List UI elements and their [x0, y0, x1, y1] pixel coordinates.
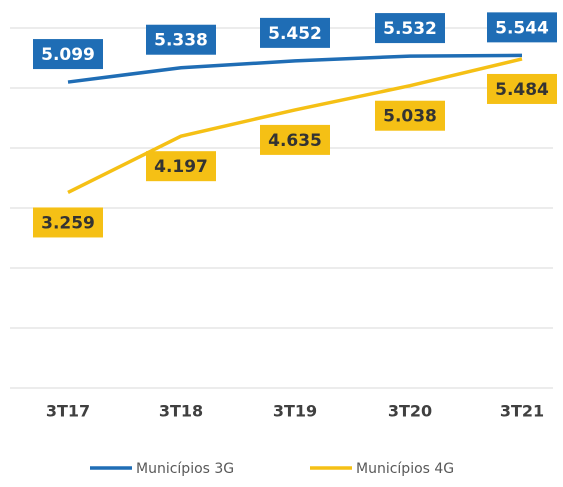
legend-label: Municípios 4G — [356, 461, 454, 477]
value-label: 5.038 — [383, 107, 437, 127]
value-label-box — [375, 13, 445, 44]
value-label: 3.259 — [41, 213, 95, 233]
value-label-box — [146, 151, 216, 182]
x-tick-label: 3T20 — [388, 402, 432, 421]
legend-label: Municípios 3G — [136, 461, 234, 477]
value-label-box — [260, 124, 330, 155]
value-label-box — [487, 73, 557, 104]
x-tick-label: 3T18 — [159, 402, 203, 421]
value-label: 4.197 — [154, 157, 208, 177]
value-label: 5.484 — [495, 80, 549, 100]
value-label: 5.532 — [383, 19, 437, 39]
value-label: 5.099 — [41, 45, 95, 65]
value-label-box — [375, 100, 445, 131]
value-label: 5.338 — [154, 31, 208, 51]
x-tick-label: 3T21 — [500, 402, 544, 421]
value-label-box — [33, 39, 103, 70]
value-label: 5.452 — [268, 24, 322, 44]
value-label-box — [33, 207, 103, 238]
value-label-box — [487, 12, 557, 43]
value-label-box — [146, 24, 216, 55]
value-label-box — [260, 17, 330, 48]
series-line — [67, 53, 523, 84]
x-tick-label: 3T17 — [46, 402, 90, 421]
x-tick-label: 3T19 — [273, 402, 317, 421]
series-line — [67, 57, 523, 195]
value-label: 4.635 — [268, 131, 322, 151]
value-label: 5.544 — [495, 18, 549, 38]
